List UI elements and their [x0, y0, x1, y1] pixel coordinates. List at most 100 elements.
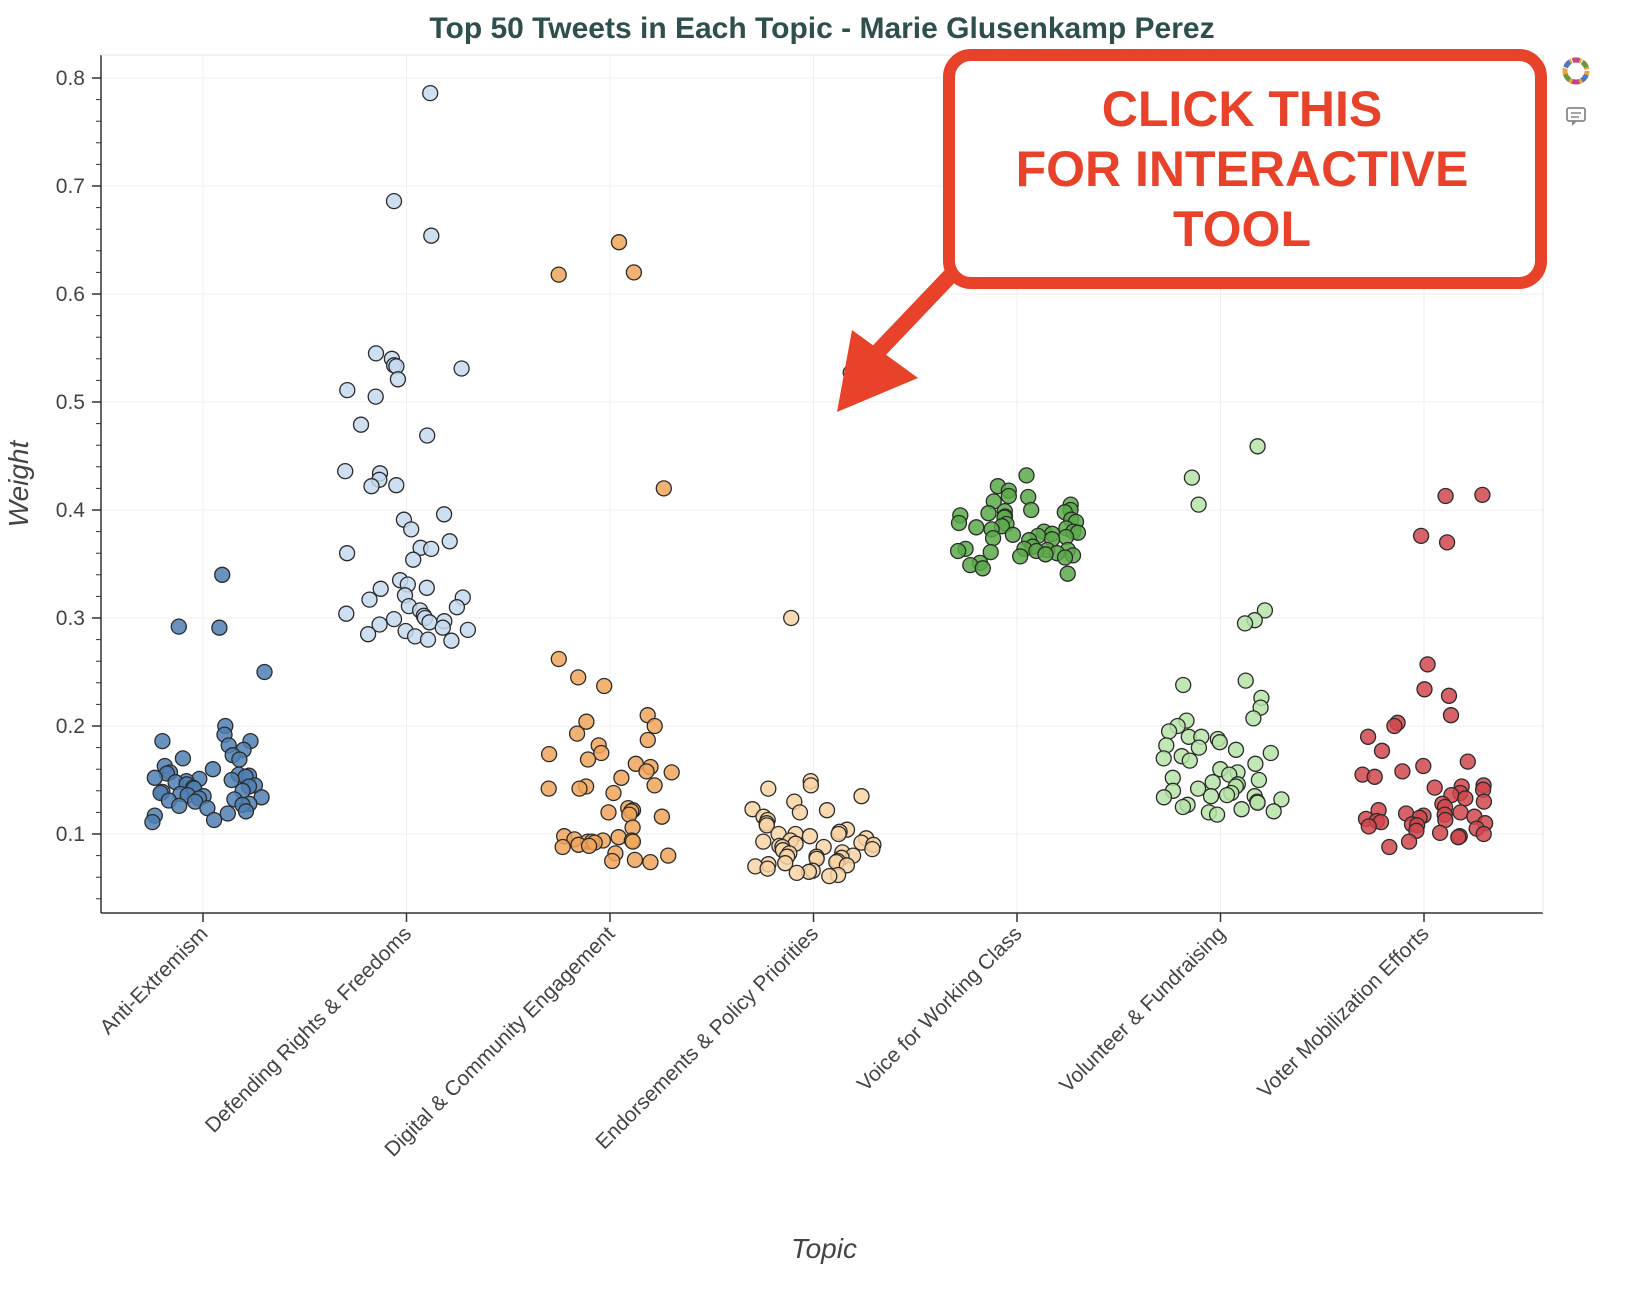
data-point — [144, 813, 161, 831]
data-point — [435, 506, 453, 523]
data-point — [540, 745, 558, 763]
data-point — [760, 780, 777, 797]
data-point — [1416, 681, 1433, 698]
data-point — [1431, 824, 1449, 842]
data-point — [570, 669, 587, 686]
data-point — [1237, 672, 1254, 689]
data-point — [1419, 656, 1436, 673]
callout-line-1: CLICK THIS — [1102, 81, 1383, 137]
data-point — [337, 462, 354, 480]
data-point — [1250, 771, 1268, 789]
data-point — [1400, 833, 1418, 850]
y-axis-title: Weight — [3, 439, 34, 527]
bokeh-logo-icon[interactable] — [1562, 57, 1590, 85]
data-point — [783, 609, 800, 627]
data-point — [660, 847, 677, 864]
y-tick-label: 0.8 — [56, 67, 85, 90]
data-point — [371, 616, 388, 633]
data-point — [405, 551, 422, 568]
data-point — [1249, 794, 1266, 811]
data-point — [610, 234, 628, 251]
data-point — [580, 837, 598, 855]
data-point — [1190, 739, 1208, 756]
data-point — [1360, 818, 1377, 835]
data-point — [214, 566, 231, 583]
data-point — [1394, 763, 1411, 780]
data-point — [1475, 825, 1492, 843]
data-point — [1183, 469, 1201, 486]
data-point — [231, 751, 248, 768]
data-point — [385, 610, 403, 628]
x-axis-title: Topic — [791, 1233, 857, 1264]
data-point — [1438, 534, 1456, 551]
data-point — [613, 769, 630, 786]
data-point — [1437, 487, 1454, 505]
data-point — [1174, 798, 1192, 816]
x-category-label: Volunteer & Fundraising — [1055, 922, 1230, 1097]
data-point — [237, 803, 255, 820]
data-point — [801, 828, 819, 845]
data-point — [338, 605, 355, 622]
speech-bubble-icon[interactable] — [1566, 107, 1586, 126]
interactive-callout[interactable]: CLICK THIS FOR INTERACTIVE TOOL — [837, 49, 1547, 412]
x-category-label: Voice for Working Class — [853, 922, 1027, 1096]
data-point — [418, 579, 435, 596]
data-point — [638, 763, 655, 780]
data-point — [389, 371, 407, 388]
callout-box[interactable] — [943, 49, 1547, 289]
data-point — [864, 840, 881, 858]
data-point — [1233, 801, 1250, 818]
data-point — [1018, 467, 1035, 484]
data-point — [821, 867, 838, 885]
callout-line-3: TOOL — [1173, 201, 1311, 257]
data-point — [443, 632, 460, 649]
data-point — [980, 505, 997, 522]
data-point — [1381, 838, 1398, 856]
data-point — [1265, 803, 1282, 820]
x-category-label: Defending Rights & Freedoms — [201, 922, 416, 1137]
y-tick-label: 0.4 — [56, 499, 86, 522]
scatter-points — [144, 84, 1494, 885]
data-point — [419, 427, 436, 444]
data-point — [1160, 723, 1178, 740]
data-point — [1440, 687, 1458, 704]
y-tick-label: 0.7 — [56, 175, 85, 198]
data-point — [626, 851, 644, 869]
data-point — [1211, 734, 1228, 751]
data-point — [1189, 780, 1207, 797]
data-point — [1000, 487, 1017, 505]
data-point — [385, 192, 403, 210]
data-point — [1474, 486, 1491, 504]
data-point — [540, 780, 557, 797]
data-point — [1459, 753, 1476, 770]
data-point — [403, 521, 420, 538]
data-point — [459, 621, 477, 639]
data-point — [1256, 602, 1274, 619]
data-point — [359, 626, 377, 643]
callout-arrowhead — [837, 330, 918, 412]
data-point — [625, 264, 643, 281]
data-point — [759, 860, 776, 877]
data-point — [1262, 744, 1279, 762]
data-point — [441, 533, 458, 550]
data-point — [1012, 548, 1029, 565]
data-point — [174, 750, 192, 767]
data-point — [758, 817, 775, 834]
data-point — [434, 619, 451, 636]
data-point — [1249, 438, 1266, 455]
data-point — [791, 804, 809, 821]
data-point — [367, 345, 385, 362]
data-point — [550, 266, 567, 283]
callout-line-2: FOR INTERACTIVE — [1016, 141, 1469, 197]
data-point — [448, 599, 466, 616]
data-point — [1175, 676, 1192, 694]
data-point — [655, 480, 672, 497]
data-point — [568, 725, 586, 742]
data-point — [171, 797, 188, 815]
data-point — [1004, 526, 1022, 543]
data-point — [624, 833, 642, 850]
y-ticks: 0.1 0.2 0.3 0.4 0.5 0.6 0.7 0.8 — [56, 67, 101, 900]
data-point — [367, 388, 384, 405]
x-category-label: Voter Mobilization Efforts — [1253, 922, 1433, 1102]
